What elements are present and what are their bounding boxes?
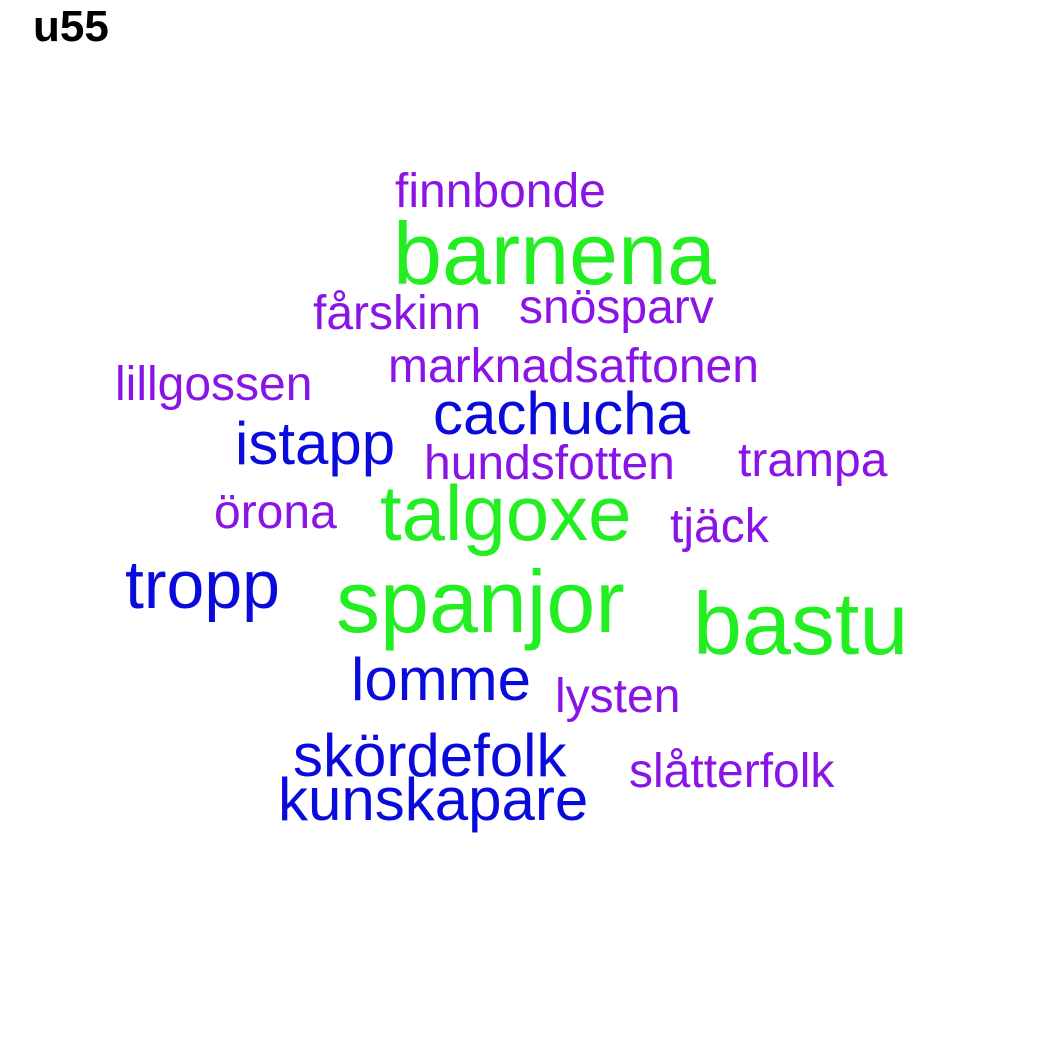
cloud-word: örona	[214, 486, 337, 539]
cloud-word: lillgossen	[115, 358, 313, 411]
cloud-word: hundsfotten	[424, 437, 675, 490]
cloud-word: fårskinn	[313, 287, 482, 340]
cloud-word: talgoxe	[380, 469, 632, 557]
page-title: u55	[33, 2, 109, 51]
cloud-word: cachucha	[433, 380, 690, 447]
cloud-word: bastu	[693, 574, 909, 673]
cloud-word: finnbonde	[395, 165, 606, 218]
cloud-word: tropp	[125, 547, 280, 623]
cloud-word: spanjor	[336, 552, 625, 651]
cloud-word: marknadsaftonen	[388, 340, 759, 393]
cloud-word: kunskapare	[278, 766, 589, 833]
cloud-word: lysten	[555, 670, 681, 723]
cloud-word: trampa	[738, 434, 888, 487]
cloud-word: snösparv	[519, 281, 714, 334]
cloud-word: slåtterfolk	[629, 745, 835, 798]
cloud-word: barnena	[393, 204, 716, 303]
cloud-word: tjäck	[670, 500, 769, 553]
cloud-word: skördefolk	[293, 722, 567, 789]
cloud-word: lomme	[351, 646, 532, 713]
cloud-word: istapp	[235, 410, 396, 477]
